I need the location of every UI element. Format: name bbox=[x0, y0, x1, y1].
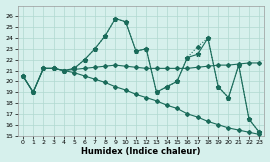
X-axis label: Humidex (Indice chaleur): Humidex (Indice chaleur) bbox=[81, 147, 201, 156]
